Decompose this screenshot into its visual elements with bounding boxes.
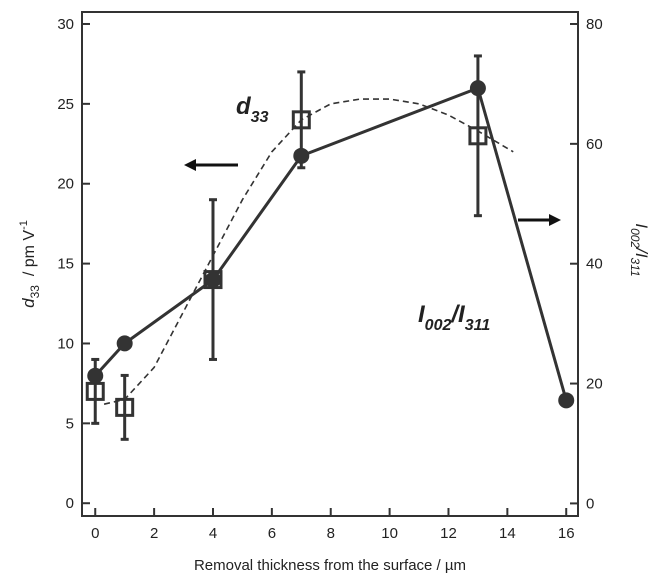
- plot-frame: [81, 11, 579, 517]
- y-label-sup: -1: [18, 220, 30, 230]
- y2-label-a: I: [632, 223, 651, 228]
- y2-label-a-sub: 002: [628, 228, 642, 248]
- y-tick-label: 30: [57, 16, 74, 33]
- circle-point: [116, 335, 133, 352]
- y-label-main: d: [19, 298, 38, 308]
- y-tick-label: 20: [57, 176, 74, 193]
- annotation-a: I: [418, 301, 426, 328]
- annotation-a-sub: 002: [425, 317, 452, 334]
- y2-tick-label: 80: [586, 16, 603, 33]
- x-tick-label: 4: [209, 525, 217, 542]
- x-tick-label: 10: [381, 525, 398, 542]
- y-tick-label: 25: [57, 96, 74, 113]
- y-tick-label: 10: [57, 335, 74, 352]
- annotation-sub: 33: [251, 109, 269, 126]
- annotation-b: /I: [450, 301, 466, 328]
- x-axis-label: Removal thickness from the surface / µm: [194, 557, 466, 574]
- circle-point: [558, 392, 575, 409]
- y-tick-label: 0: [66, 495, 74, 512]
- x-tick-label: 0: [91, 525, 99, 542]
- y-axis-label: d33 / pm V-1: [18, 220, 42, 308]
- annotation-main: d: [236, 93, 252, 120]
- x-tick-label: 12: [440, 525, 457, 542]
- y2-label-b-sub: 311: [628, 258, 642, 277]
- annotation-b-sub: 311: [465, 317, 491, 334]
- y2-axis-label: I002/I311: [628, 223, 651, 276]
- series-line: [94, 86, 568, 401]
- x-tick-label: 8: [327, 525, 335, 542]
- square-point: [115, 397, 135, 417]
- fit-curve: [103, 98, 514, 405]
- x-tick-label: 2: [150, 525, 158, 542]
- circle-point: [204, 271, 221, 288]
- y-label-rest: / pm V: [21, 230, 38, 285]
- x-tick-label: 14: [499, 525, 516, 542]
- y-tick-label: 15: [57, 256, 74, 273]
- y-label-sub: 33: [28, 285, 42, 299]
- arrow-right-head: [549, 214, 561, 226]
- y2-label-b: /I: [632, 247, 651, 258]
- arrow-left-head: [184, 159, 196, 171]
- y-tick-label: 5: [66, 415, 74, 432]
- y2-tick-label: 40: [586, 256, 603, 273]
- circle-point: [469, 80, 486, 97]
- x-tick-label: 6: [268, 525, 276, 542]
- x-tick-label: 16: [558, 525, 575, 542]
- circle-point: [293, 147, 310, 164]
- square-point: [468, 126, 488, 146]
- square-point: [291, 110, 311, 130]
- annotation: d33: [236, 93, 269, 126]
- y2-tick-label: 60: [586, 136, 603, 153]
- y2-tick-label: 0: [586, 495, 594, 512]
- circle-point: [87, 367, 104, 384]
- annotation: I002/I311: [418, 301, 490, 334]
- y2-tick-label: 20: [586, 376, 603, 393]
